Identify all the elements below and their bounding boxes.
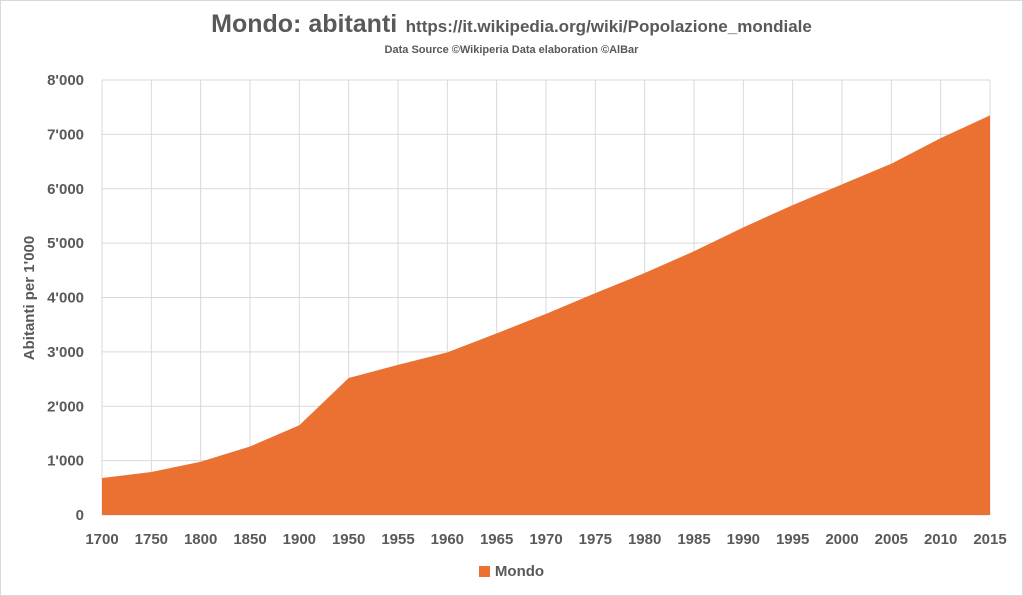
x-tick-label: 1975 [579, 531, 612, 548]
legend-label: Mondo [494, 563, 545, 580]
x-tick-label: 2000 [825, 531, 858, 548]
series-area-mondo [102, 115, 990, 515]
x-tick-label: 1955 [381, 531, 414, 548]
y-tick-label: 8'000 [47, 72, 84, 89]
legend: Mondo [0, 563, 1023, 580]
x-tick-label: 2015 [973, 531, 1006, 548]
x-tick-label: 2005 [875, 531, 908, 548]
chart-subtitle: Data Source ©Wikiperia Data elaboration … [384, 44, 639, 56]
title-line: Mondo: abitanti https://it.wikipedia.org… [0, 10, 1023, 39]
x-tick-label: 1950 [332, 531, 365, 548]
x-tick-label: 1965 [480, 531, 513, 548]
x-tick-label: 1985 [677, 531, 710, 548]
x-tick-label: 1990 [727, 531, 760, 548]
x-tick-label: 1750 [135, 531, 168, 548]
y-tick-label: 7'000 [47, 126, 84, 143]
x-tick-label: 1970 [529, 531, 562, 548]
y-tick-label: 5'000 [47, 235, 84, 252]
y-tick-label: 0 [76, 507, 84, 524]
x-tick-label: 2010 [924, 531, 957, 548]
x-tick-label: 1700 [85, 531, 118, 548]
x-tick-label: 1850 [233, 531, 266, 548]
x-tick-label: 1900 [283, 531, 316, 548]
area-layer [102, 115, 990, 515]
legend-swatch [478, 566, 490, 577]
chart-title-url: https://it.wikipedia.org/wiki/Popolazion… [405, 17, 812, 36]
y-axis-title: Abitanti per 1'000 [21, 236, 38, 360]
x-tick-label: 1995 [776, 531, 809, 548]
y-tick-label: 1'000 [47, 453, 84, 470]
chart-title: Mondo: abitanti [211, 10, 398, 38]
x-axis-ticks: 1700 1750 1800 1850 1900 1950 1955 1960 1965 1970… [85, 531, 1006, 548]
y-tick-label: 4'000 [47, 290, 84, 307]
y-tick-label: 3'000 [47, 344, 84, 361]
x-tick-label: 1800 [184, 531, 217, 548]
x-tick-label: 1980 [628, 531, 661, 548]
y-tick-label: 2'000 [47, 398, 84, 415]
x-tick-label: 1960 [431, 531, 464, 548]
y-tick-label: 6'000 [47, 181, 84, 198]
y-axis-ticks: 0 1'000 2'000 3'000 4'000 5'000 6'000 7'000 8'00… [47, 72, 84, 524]
chart-header: Mondo: abitanti https://it.wikipedia.org… [0, 10, 1023, 56]
